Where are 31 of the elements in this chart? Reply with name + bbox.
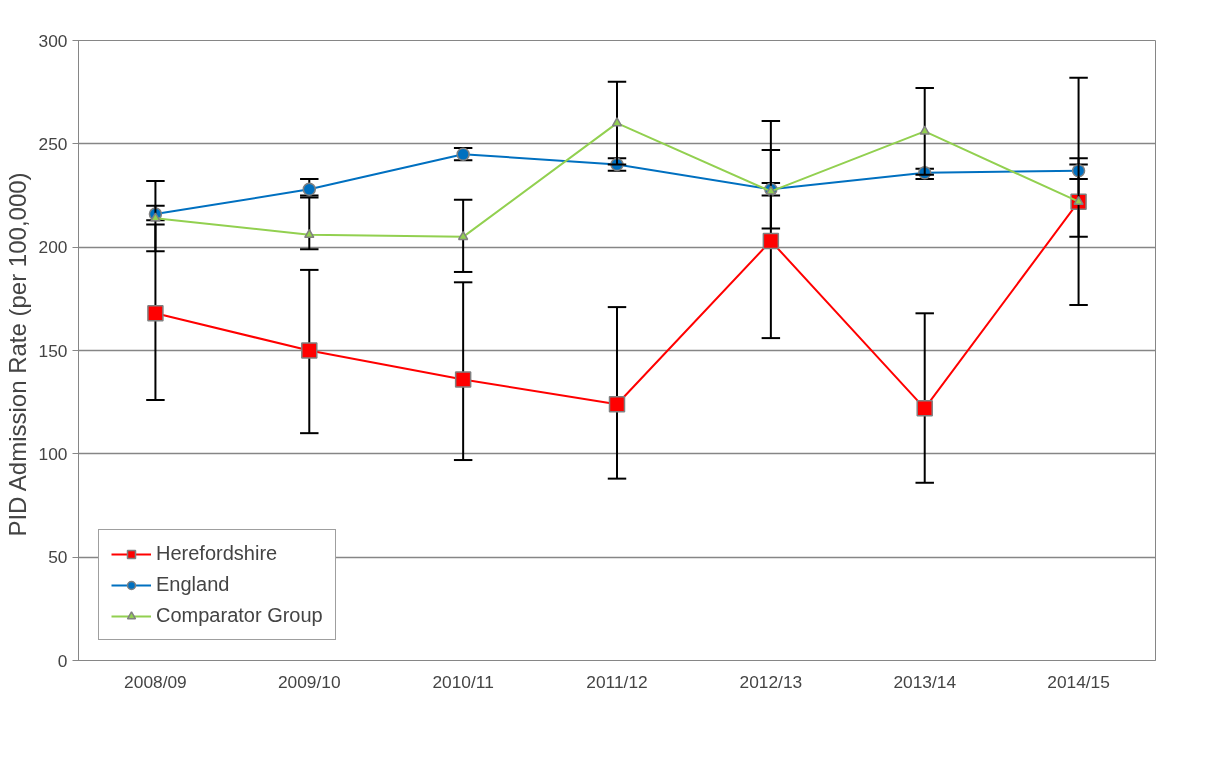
point <box>762 232 780 250</box>
point <box>457 230 469 241</box>
y-tick-label: 300 <box>38 30 68 51</box>
x-tick-label: 2008/09 <box>124 671 187 692</box>
point <box>919 125 930 135</box>
point <box>150 212 161 222</box>
y-tick-label: 200 <box>38 237 68 258</box>
point <box>456 147 470 161</box>
y-tick-label: 50 <box>48 547 68 568</box>
y-tick-label: 0 <box>57 650 68 671</box>
point <box>304 228 315 239</box>
x-tick-label: 2014/15 <box>1047 671 1110 692</box>
point <box>454 371 472 388</box>
x-tick-label: 2012/13 <box>739 671 803 692</box>
legend-label: England <box>156 573 230 596</box>
point <box>302 182 317 197</box>
legend-label: Comparator Group <box>156 604 323 627</box>
y-tick-label: 100 <box>38 443 68 464</box>
x-tick-label: 2013/14 <box>893 671 957 692</box>
y-axis-title: PID Admission Rate (per 100,000) <box>3 172 31 537</box>
point <box>301 342 318 359</box>
point <box>611 117 623 127</box>
x-tick-label: 2009/10 <box>277 671 341 692</box>
point <box>608 395 626 413</box>
y-tick-label: 150 <box>38 340 68 361</box>
x-tick-label: 2010/11 <box>432 671 494 692</box>
x-tick-label: 2011/12 <box>586 671 648 692</box>
y-tick-label: 250 <box>38 133 68 154</box>
point <box>147 305 164 322</box>
point <box>916 400 933 417</box>
legend-label: Herefordshire <box>156 542 278 565</box>
